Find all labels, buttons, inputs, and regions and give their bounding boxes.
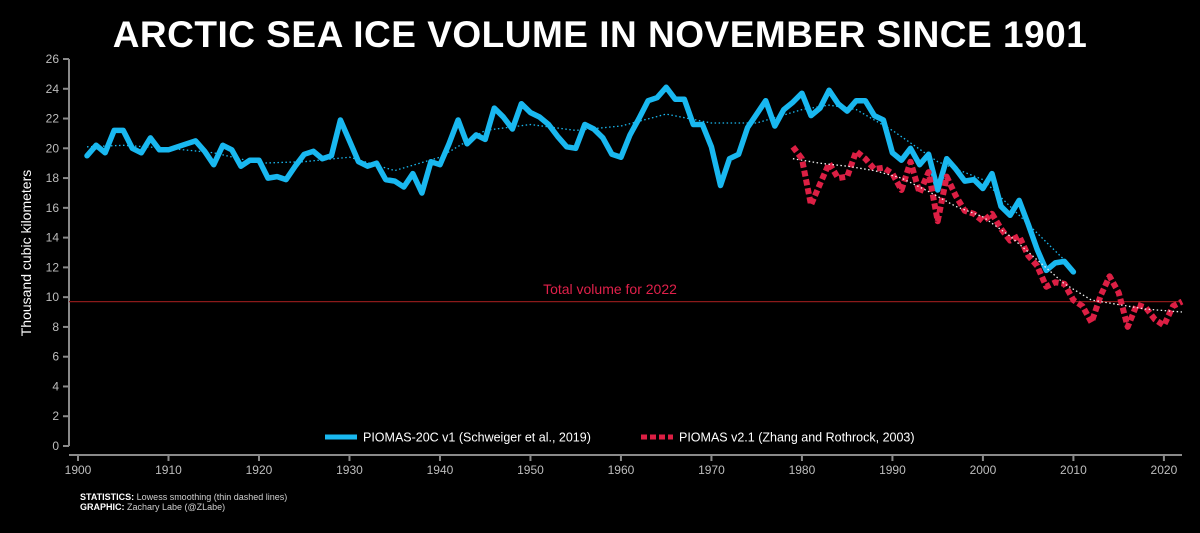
- series-line-0: [84, 84, 1077, 275]
- x-tick-label: 1930: [336, 463, 363, 477]
- y-axis-label: Thousand cubic kilometers: [18, 170, 34, 337]
- y-tick-label: 4: [52, 379, 59, 393]
- y-tick-label: 24: [46, 82, 60, 96]
- y-tick-label: 12: [46, 260, 60, 274]
- x-tick-label: 1970: [698, 463, 725, 477]
- x-tick-label: 1900: [65, 463, 92, 477]
- chart-title: ARCTIC SEA ICE VOLUME IN NOVEMBER SINCE …: [112, 14, 1088, 55]
- x-tick-label: 1960: [608, 463, 635, 477]
- annotation-2022-label: Total volume for 2022: [543, 281, 677, 297]
- y-tick-label: 14: [46, 231, 60, 245]
- smoothing-line-2: [86, 104, 1074, 270]
- footer-graphic: GRAPHIC: Zachary Labe (@ZLabe): [80, 502, 287, 512]
- footer-statistics-label: STATISTICS:: [80, 492, 135, 502]
- y-tick-label: 22: [46, 112, 60, 126]
- y-tick-label: 0: [52, 439, 59, 453]
- y-tick-label: 6: [52, 350, 59, 364]
- footer-graphic-text: Zachary Labe (@ZLabe): [124, 502, 226, 512]
- series-line-1: [790, 144, 1184, 330]
- legend-label-piomas20c: PIOMAS-20C v1 (Schweiger et al., 2019): [363, 431, 591, 445]
- plot-area: [69, 84, 1184, 330]
- footer-statistics: STATISTICS: Lowess smoothing (thin dashe…: [80, 492, 287, 502]
- x-tick-label: 2000: [970, 463, 997, 477]
- y-tick-label: 8: [52, 320, 59, 334]
- x-tick-label: 1940: [427, 463, 454, 477]
- x-tick-label: 1920: [246, 463, 273, 477]
- y-tick-label: 2: [52, 409, 59, 423]
- legend-label-piomas21: PIOMAS v2.1 (Zhang and Rothrock, 2003): [679, 431, 915, 445]
- footer: STATISTICS: Lowess smoothing (thin dashe…: [80, 492, 287, 512]
- y-tick-label: 10: [46, 290, 60, 304]
- y-tick-label: 26: [46, 52, 60, 66]
- footer-statistics-text: Lowess smoothing (thin dashed lines): [134, 492, 288, 502]
- x-tick-label: 1990: [879, 463, 906, 477]
- footer-graphic-label: GRAPHIC:: [80, 502, 125, 512]
- y-tick-label: 20: [46, 141, 60, 155]
- x-tick-label: 1910: [155, 463, 182, 477]
- x-tick-label: 1950: [517, 463, 544, 477]
- smoothing-line-3: [792, 158, 1183, 313]
- y-tick-label: 18: [46, 171, 60, 185]
- x-tick-label: 2020: [1151, 463, 1178, 477]
- y-tick-label: 16: [46, 201, 60, 215]
- legend: PIOMAS-20C v1 (Schweiger et al., 2019) P…: [325, 431, 915, 445]
- x-tick-label: 2010: [1060, 463, 1087, 477]
- x-tick-label: 1980: [789, 463, 816, 477]
